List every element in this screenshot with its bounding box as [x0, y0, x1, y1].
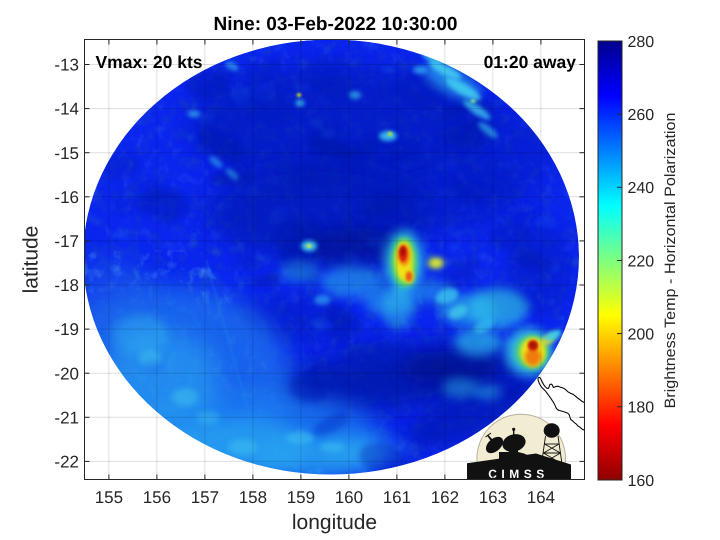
svg-text:240: 240 [628, 180, 655, 197]
svg-text:158: 158 [239, 488, 267, 507]
svg-text:161: 161 [383, 488, 411, 507]
svg-text:157: 157 [191, 488, 219, 507]
svg-text:200: 200 [628, 326, 655, 343]
svg-text:163: 163 [479, 488, 507, 507]
svg-text:Brightness Temp - Horizontal P: Brightness Temp - Horizontal Polarizatio… [662, 113, 679, 409]
svg-text:-18: -18 [54, 276, 79, 295]
svg-text:Vmax: 20 kts: Vmax: 20 kts [96, 52, 203, 72]
svg-text:-17: -17 [54, 232, 79, 251]
svg-text:-22: -22 [54, 453, 79, 472]
svg-text:-14: -14 [54, 100, 79, 119]
svg-text:-20: -20 [54, 364, 79, 383]
svg-text:164: 164 [527, 488, 555, 507]
svg-text:-13: -13 [54, 56, 79, 75]
svg-text:160: 160 [335, 488, 363, 507]
svg-text:160: 160 [628, 473, 655, 490]
svg-text:-19: -19 [54, 320, 79, 339]
svg-text:01:20 away: 01:20 away [484, 52, 577, 72]
svg-text:-16: -16 [54, 188, 79, 207]
svg-text:CIMSS: CIMSS [488, 467, 549, 481]
svg-text:260: 260 [628, 107, 655, 124]
svg-text:-21: -21 [54, 408, 79, 427]
svg-text:162: 162 [431, 488, 459, 507]
svg-text:280: 280 [628, 34, 655, 51]
svg-text:latitude: latitude [20, 226, 43, 294]
svg-text:longitude: longitude [292, 511, 377, 534]
svg-text:155: 155 [95, 488, 123, 507]
svg-text:180: 180 [628, 400, 655, 417]
svg-text:159: 159 [287, 488, 315, 507]
svg-text:156: 156 [143, 488, 171, 507]
svg-text:220: 220 [628, 253, 655, 270]
svg-text:-15: -15 [54, 144, 79, 163]
svg-text:Nine: 03-Feb-2022 10:30:00: Nine: 03-Feb-2022 10:30:00 [214, 14, 458, 35]
